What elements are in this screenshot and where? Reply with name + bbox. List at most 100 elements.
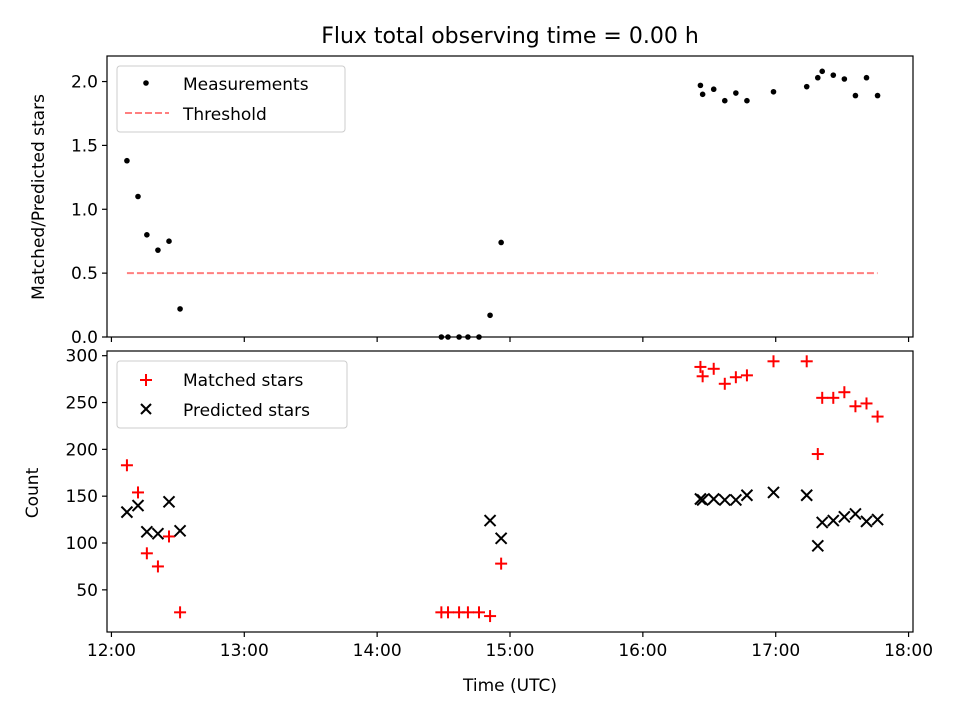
- predicted-stars-point-17: [816, 516, 829, 529]
- matched-stars-point-20: [800, 355, 813, 368]
- x-tick-label-12-00: 12:00: [87, 641, 136, 661]
- legend-matched-stars-label: Matched stars: [183, 371, 303, 391]
- x-tick-label-16-00: 16:00: [618, 641, 667, 661]
- predicted-stars-point-2: [140, 525, 154, 538]
- matched-stars-point-22: [816, 391, 829, 404]
- measurements-point-4: [166, 238, 172, 245]
- matched-stars-point-10: [473, 606, 485, 619]
- legend-matched-stars-marker: [140, 374, 152, 386]
- matched-stars-point-5: [174, 606, 187, 619]
- measurements-point-24: [841, 76, 848, 82]
- predicted-stars-point-11: [718, 493, 731, 507]
- x-tick-label-15-00: 15:00: [486, 641, 535, 661]
- matched-stars-point-24: [838, 386, 851, 399]
- x-tick-label-18-00: 18:00: [884, 641, 933, 661]
- measurements-point-3: [155, 247, 161, 253]
- bottom-legend-box: [116, 360, 348, 429]
- x-tick-label-17-00: 17:00: [751, 641, 800, 661]
- top-legend-box: [116, 65, 346, 133]
- y-tick-label-1-5: 1.5: [71, 136, 98, 156]
- predicted-stars-point-6: [483, 514, 497, 527]
- measurements-point-14: [699, 91, 706, 98]
- measurements-point-21: [814, 74, 821, 81]
- predicted-stars-point-16: [811, 539, 824, 553]
- measurements-point-12: [498, 239, 504, 246]
- x-axis-label: Time (UTC): [462, 676, 557, 696]
- y-tick-label-250: 250: [66, 394, 98, 414]
- top-panel-frame: [106, 55, 914, 338]
- measurements-point-1: [135, 193, 141, 200]
- predicted-stars-point-18: [827, 514, 840, 527]
- predicted-stars-point-15: [800, 489, 813, 502]
- predicted-stars-point-21: [860, 515, 873, 528]
- top-legend: Measurements Threshold: [116, 65, 346, 133]
- y-tick-label-2-0: 2.0: [71, 73, 98, 93]
- measurements-point-26: [863, 74, 870, 81]
- matched-stars-point-23: [827, 391, 840, 404]
- matched-stars-point-3: [151, 560, 164, 573]
- predicted-stars-point-3: [151, 527, 165, 540]
- measurements-point-23: [830, 72, 837, 78]
- predicted-stars-point-10: [707, 492, 720, 506]
- predicted-stars-point-0: [120, 505, 134, 519]
- matched-stars-point-7: [442, 606, 454, 619]
- matched-stars-point-2: [140, 547, 153, 560]
- predicted-stars-point-5: [173, 524, 187, 538]
- measurements-point-5: [177, 306, 183, 312]
- predicted-stars-point-1: [131, 499, 145, 512]
- y-tick-label-50: 50: [76, 581, 98, 601]
- bottom-panel-frame: [106, 350, 914, 633]
- measurements-point-27: [874, 92, 881, 99]
- predicted-stars-point-22: [871, 513, 884, 526]
- predicted-stars-point-13: [740, 489, 754, 502]
- matched-stars-point-4: [163, 530, 175, 543]
- legend-predicted-stars-marker: [140, 403, 152, 415]
- y-tick-label-150: 150: [66, 487, 98, 507]
- measurements-point-25: [852, 92, 859, 99]
- matched-stars-point-0: [120, 459, 133, 472]
- measurements-point-17: [733, 90, 739, 96]
- measurements-point-20: [803, 83, 810, 90]
- matched-stars-point-9: [461, 606, 474, 619]
- matched-stars-point-1: [132, 486, 144, 499]
- legend-threshold-label: Threshold: [182, 105, 267, 125]
- x-tick-label-14-00: 14:00: [353, 641, 402, 661]
- legend-measurements-marker: [143, 80, 149, 86]
- matched-stars-point-19: [767, 355, 780, 368]
- matched-stars-point-27: [871, 410, 884, 423]
- predicted-stars-point-9: [696, 493, 709, 507]
- matched-stars-point-14: [696, 370, 709, 383]
- predicted-stars-point-12: [729, 493, 743, 507]
- x-tick-label-13-00: 13:00: [220, 641, 269, 661]
- predicted-stars-point-4: [162, 495, 176, 509]
- matched-stars-point-16: [718, 377, 731, 390]
- y-tick-label-300: 300: [66, 347, 98, 367]
- measurements-point-13: [697, 82, 704, 89]
- legend-measurements-label: Measurements: [183, 75, 309, 95]
- y-tick-label-0-5: 0.5: [71, 264, 98, 284]
- top-panel: 0.0 0.5 1.0 1.5 2.0 Measurements Threshold: [71, 55, 914, 348]
- legend-predicted-stars-label: Predicted stars: [183, 401, 310, 421]
- y-tick-label-100: 100: [66, 534, 98, 554]
- measurements-point-15: [710, 86, 717, 93]
- y-tick-label-1-0: 1.0: [71, 200, 98, 220]
- measurements-point-18: [744, 97, 750, 104]
- measurements-point-22: [819, 68, 826, 75]
- y-tick-label-0-0: 0.0: [71, 328, 98, 348]
- matched-stars-point-17: [729, 371, 742, 384]
- predicted-stars-point-19: [838, 510, 851, 523]
- measurements-point-16: [721, 97, 728, 104]
- measurements-point-0: [124, 157, 130, 164]
- matched-stars-point-18: [740, 369, 753, 382]
- predicted-stars-point-7: [494, 532, 508, 545]
- top-y-axis-label: Matched/Predicted stars: [29, 94, 49, 300]
- predicted-stars-point-20: [849, 507, 862, 521]
- bottom-y-axis-label: Count: [23, 467, 43, 518]
- chart-title: Flux total observing time = 0.00 h: [321, 24, 699, 49]
- bottom-panel: 12:00 13:00 14:00 15:00 16:00 17:00 18:00 50 10…: [66, 347, 934, 661]
- matched-stars-point-15: [707, 362, 720, 375]
- matched-stars-point-11: [484, 610, 497, 623]
- matched-stars-point-21: [811, 448, 824, 461]
- matched-stars-point-25: [849, 400, 862, 413]
- predicted-stars-point-14: [767, 486, 780, 499]
